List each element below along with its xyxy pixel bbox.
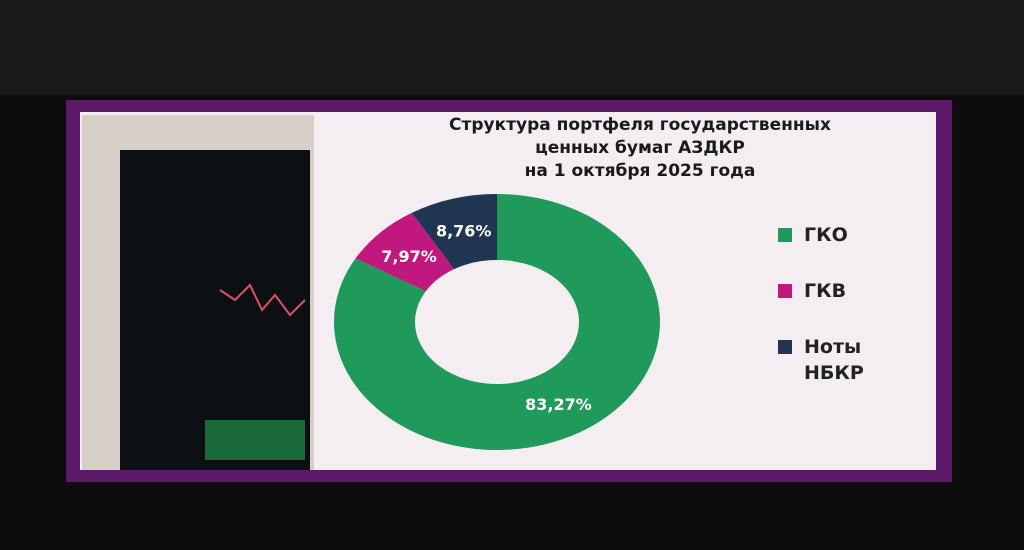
- donut: 83,27% 7,97% 8,76%: [334, 194, 660, 450]
- photo-decoration: [205, 420, 305, 460]
- donut-segment: [334, 194, 660, 450]
- legend-label: ГКО: [804, 224, 848, 246]
- legend-item: Ноты НБКР: [778, 334, 898, 386]
- title-line: на 1 октября 2025 года: [525, 161, 756, 181]
- photo-decoration: [219, 283, 306, 317]
- title-line: Структура портфеля государственных: [449, 115, 831, 135]
- laptop-screen: [120, 150, 310, 470]
- legend-swatch: [778, 284, 792, 298]
- legend-label: ГКВ: [804, 280, 847, 302]
- legend-label: Ноты НБКР: [804, 336, 864, 384]
- donut-segment: [355, 212, 455, 292]
- legend-swatch: [778, 340, 792, 354]
- title-line: ценных бумаг АЗДКР: [535, 138, 745, 158]
- legend-item: ГКВ: [778, 278, 898, 304]
- wall: [0, 0, 1024, 95]
- value-label: 83,27%: [525, 395, 592, 414]
- legend-item: ГКО: [778, 222, 898, 248]
- value-label: 8,76%: [436, 222, 492, 241]
- value-label: 7,97%: [381, 247, 437, 266]
- legend-swatch: [778, 228, 792, 242]
- donut-segment: [411, 194, 497, 270]
- title: Структура портфеля государственных ценных…: [449, 115, 831, 181]
- legend: ГКО ГКВ Ноты НБКР: [778, 222, 898, 416]
